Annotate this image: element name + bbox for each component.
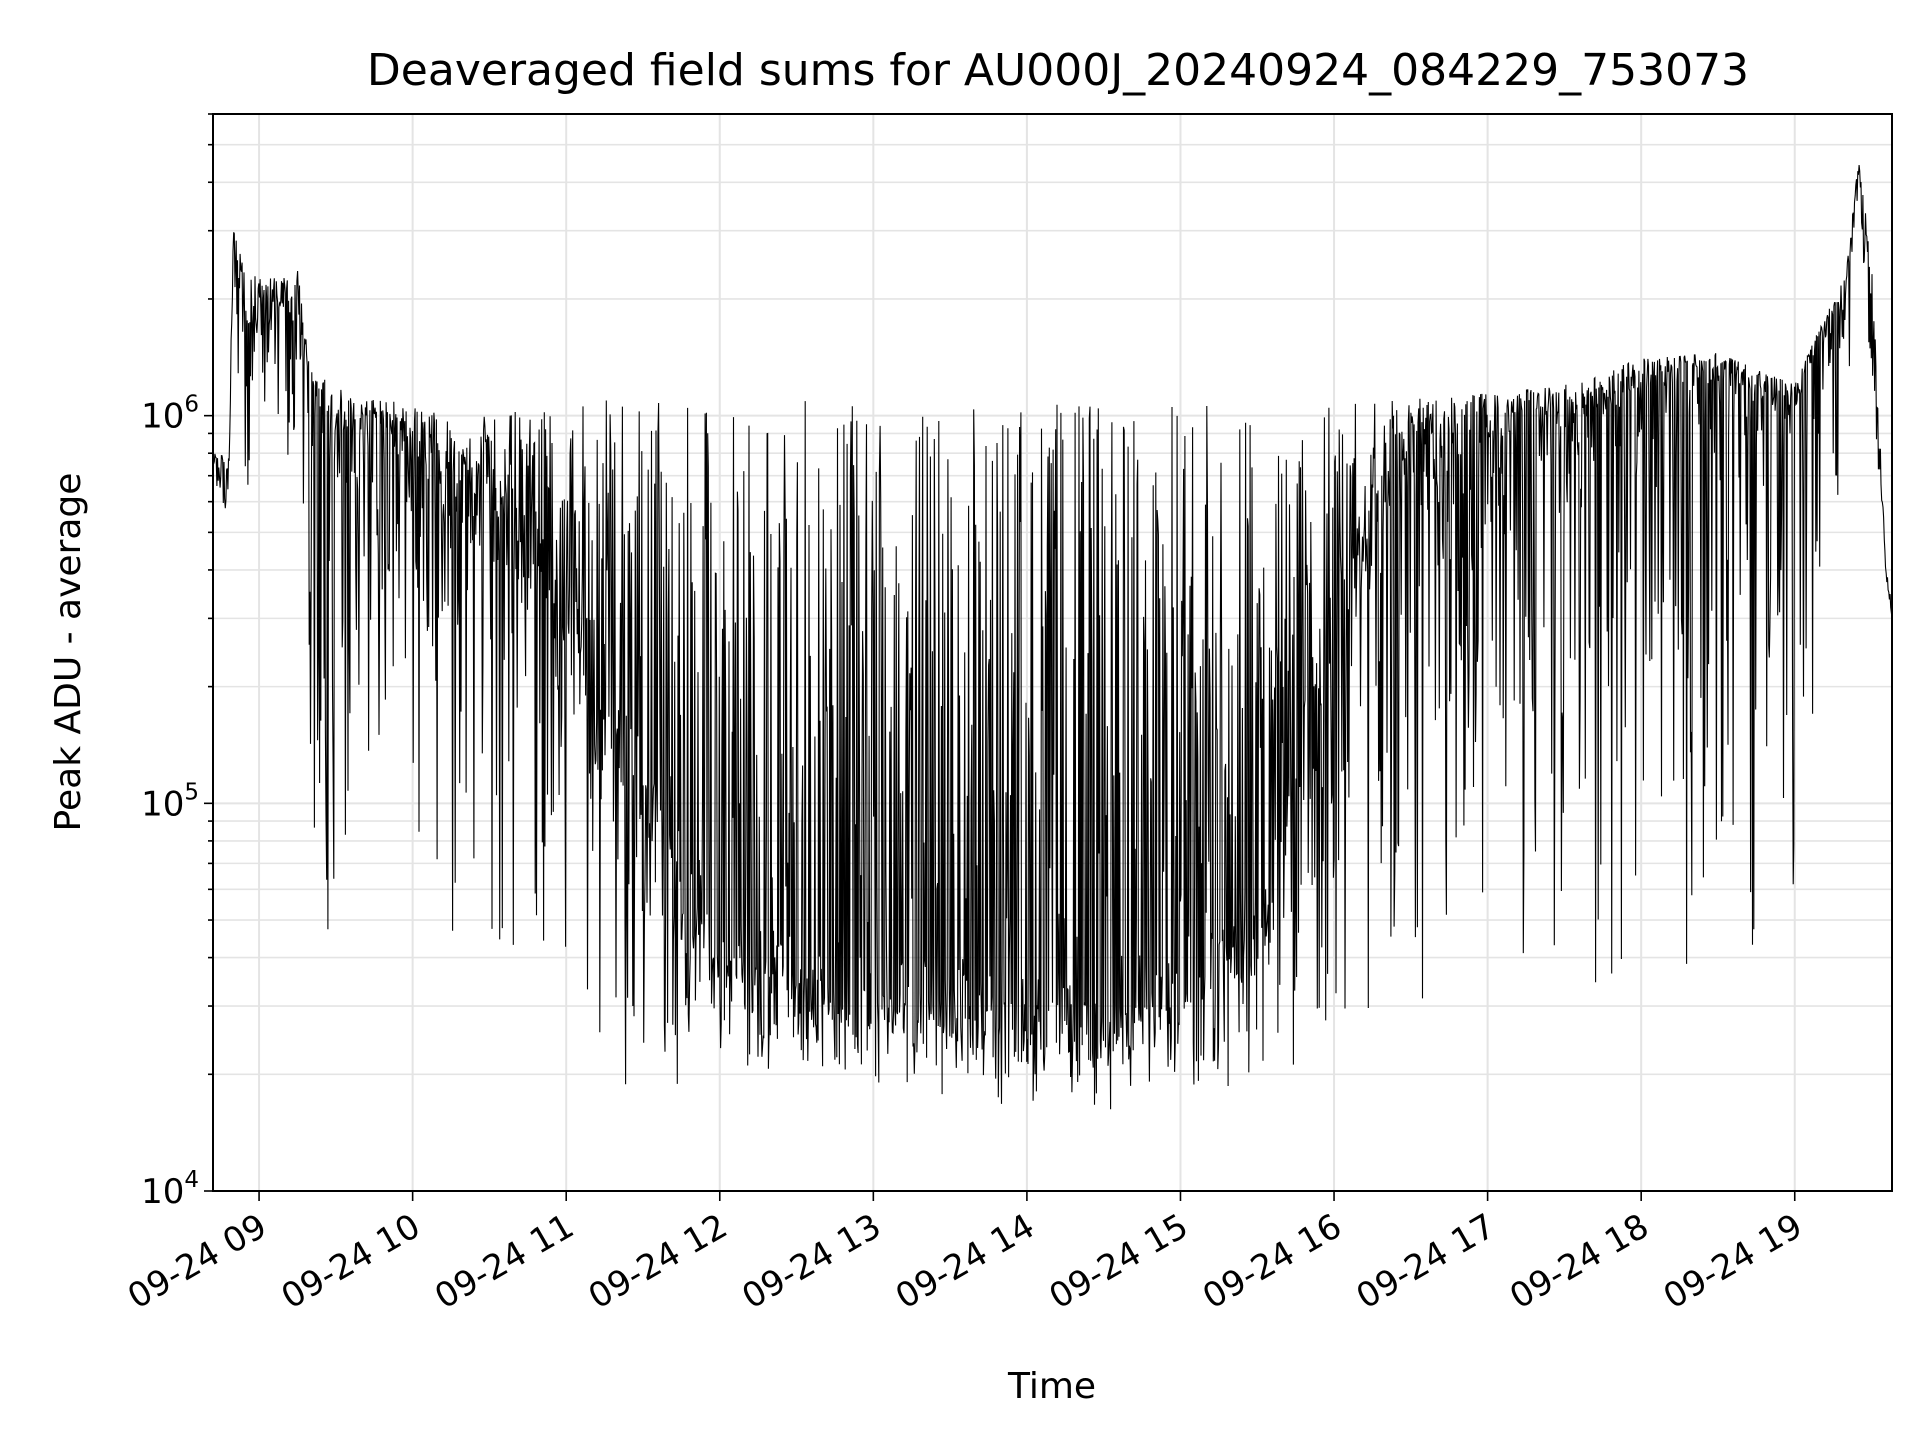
x-tick-label: 09-24 10 bbox=[275, 1206, 427, 1317]
y-tick-exponent: 4 bbox=[184, 1167, 199, 1193]
x-tick-label: 09-24 19 bbox=[1657, 1206, 1809, 1317]
y-tick-base: 10 bbox=[141, 1172, 184, 1212]
chart-title: Deaveraged field sums for AU000J_2024092… bbox=[367, 45, 1749, 96]
x-tick-label: 09-24 14 bbox=[889, 1206, 1041, 1317]
x-axis-label: Time bbox=[1007, 1366, 1096, 1407]
y-tick-base: 10 bbox=[141, 784, 184, 824]
y-tick-label: 106 bbox=[141, 392, 199, 437]
x-tick-label: 09-24 13 bbox=[735, 1206, 887, 1317]
x-tick-label: 09-24 12 bbox=[582, 1206, 734, 1317]
series-group bbox=[212, 164, 1893, 1110]
x-tick-label: 09-24 11 bbox=[428, 1206, 580, 1317]
y-tick-label: 104 bbox=[141, 1167, 199, 1212]
x-tick-label: 09-24 18 bbox=[1503, 1206, 1655, 1317]
x-tick-label: 09-24 17 bbox=[1350, 1206, 1502, 1317]
y-tick-label: 105 bbox=[141, 779, 199, 824]
plot-frame bbox=[212, 113, 1893, 1192]
y-tick-base: 10 bbox=[141, 397, 184, 437]
x-tick-label: 09-24 15 bbox=[1043, 1206, 1195, 1317]
x-tick-label: 09-24 09 bbox=[121, 1206, 273, 1317]
x-tick-label: 09-24 16 bbox=[1196, 1206, 1348, 1317]
y-tick-exponent: 5 bbox=[184, 779, 199, 805]
y-tick-exponent: 6 bbox=[184, 392, 199, 418]
x-axis: 09-24 09 09-24 10 09-24 11 09-24 12 09-24 13… bbox=[121, 1191, 1809, 1317]
y-axis-label: Peak ADU - average bbox=[48, 473, 89, 832]
series-line bbox=[212, 164, 1893, 1110]
